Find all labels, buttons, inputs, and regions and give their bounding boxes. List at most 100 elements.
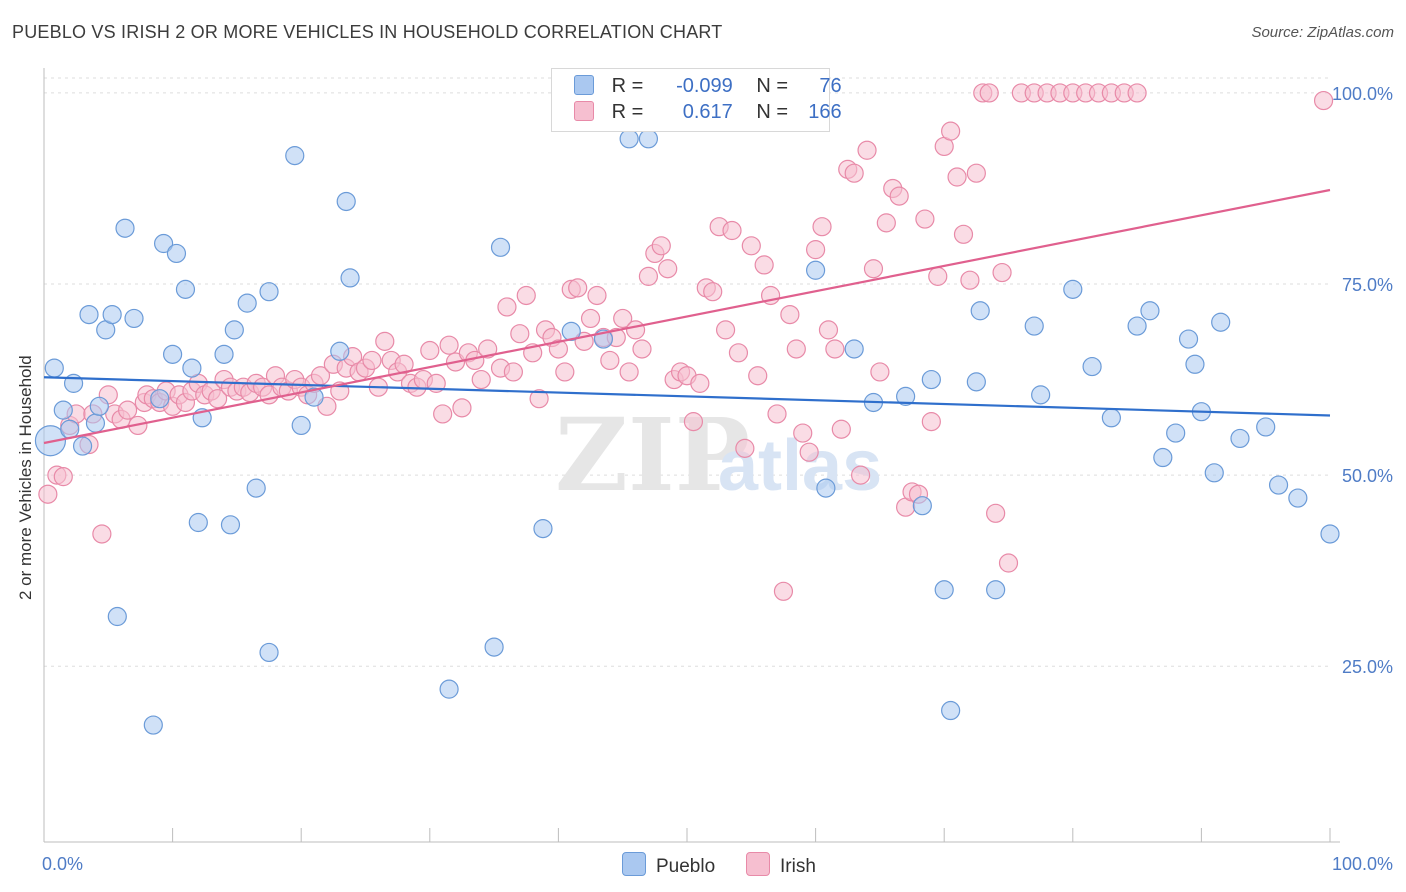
irish-point-124 [851,465,871,485]
pueblo-point-48 [896,386,916,406]
irish-point-105 [728,343,749,363]
pueblo-point-44 [805,260,826,280]
legend: R = -0.099 N = 76 R = 0.617 N = 166 [551,68,842,132]
pueblo-point-21 [188,512,208,533]
pueblo-point-65 [1178,329,1199,349]
irish-point-108 [748,366,768,386]
irish-point-158 [1313,90,1334,111]
irish-point-106 [735,438,755,458]
pueblo-point-16 [153,233,174,254]
pueblo-point-49 [912,496,932,516]
irish-point-118 [812,217,832,237]
x-tick-label-0: 0.0% [42,854,83,874]
irish-point-25 [208,389,228,409]
pueblo-point-68 [1204,463,1224,483]
irish-point-88 [619,362,639,382]
pueblo-n-value: 76 [819,75,842,97]
y-tick-label-3: 100.0% [1332,84,1393,104]
irish-point-63 [452,398,472,418]
pueblo-point-62 [1140,301,1160,321]
pueblo-point-74 [1320,524,1340,544]
tick-labels: 25.0% 50.0% 75.0% 100.0% 0.0% 100.0% [42,84,1393,874]
pueblo-points [34,129,1340,735]
source-credit: Source: ZipAtlas.com [1251,24,1394,41]
irish-swatch [574,101,594,121]
irish-point-67 [478,339,498,359]
pueblo-point-66 [1185,354,1205,374]
pueblo-point-28 [259,282,279,302]
pueblo-point-40 [561,321,581,342]
irish-point-144 [979,83,999,103]
pueblo-point-5 [72,436,93,456]
chart-title: PUEBLO VS IRISH 2 OR MORE VEHICLES IN HO… [12,22,723,42]
irish-point-91 [638,266,659,286]
irish-point-93 [651,236,671,256]
pueblo-point-15 [150,389,170,409]
pueblo-point-10 [102,304,122,325]
irish-point-83 [587,285,607,306]
irish-point-69 [497,297,517,317]
pueblo-point-69 [1211,312,1231,332]
irish-point-130 [889,186,909,206]
irish-point-116 [799,442,819,462]
irish-point-51 [375,331,395,351]
pueblo-point-3 [60,419,80,439]
pueblo-point-12 [115,218,135,238]
irish-point-142 [966,163,986,183]
irish-point-80 [568,278,588,298]
axes [43,68,1340,843]
irish-point-111 [767,404,787,424]
irish-point-77 [548,339,569,359]
irish-point-72 [516,285,536,306]
irish-point-141 [960,270,980,290]
irish-point-61 [439,335,459,355]
pueblo-point-19 [175,279,196,299]
pueblo-point-1 [44,358,64,378]
irish-point-138 [941,121,961,141]
irish-point-135 [921,412,941,432]
irish-point-70 [503,362,523,382]
irish-n-value: 166 [808,101,842,123]
pueblo-point-54 [970,301,990,321]
irish-r-value: 0.617 [682,101,733,123]
pueblo-point-30 [285,146,305,166]
irish-point-60 [433,404,453,424]
pueblo-point-18 [166,243,187,264]
pueblo-point-37 [484,637,504,657]
irish-point-119 [818,320,839,340]
y-tick-label-2: 75.0% [1342,275,1393,295]
irish-point-85 [600,350,620,371]
pueblo-point-11 [107,606,127,627]
pueblo-point-45 [816,478,836,498]
irish-point-101 [703,282,723,302]
irish-n-label: N = [756,101,789,123]
irish-point-145 [986,503,1006,523]
pueblo-point-43 [638,129,659,149]
irish-point-99 [690,373,710,393]
irish-point-114 [786,339,806,359]
irish-point-107 [741,236,761,256]
pueblo-point-13 [124,308,144,329]
irish-point-109 [754,255,774,275]
pueblo-point-27 [246,478,266,498]
pueblo-point-71 [1256,417,1276,437]
irish-point-87 [613,308,633,329]
irish-point-2 [53,467,73,487]
pueblo-point-61 [1127,316,1147,336]
pueblo-point-57 [1031,385,1051,405]
irish-point-82 [580,308,601,329]
bottom-legend-irish: Irish [746,852,816,878]
irish-point-103 [715,320,736,340]
pueblo-point-60 [1101,408,1121,428]
x-tick-label-1: 100.0% [1332,854,1393,874]
irish-point-71 [510,324,530,344]
irish-point-115 [793,423,813,443]
irish-point-104 [722,220,742,241]
pueblo-point-25 [224,320,244,340]
pueblo-point-7 [85,413,106,433]
bottom-irish-label: Irish [780,856,816,877]
pueblo-trend-line [43,376,1331,417]
bottom-irish-swatch [746,852,770,876]
legend-row-irish: R = 0.617 N = 166 [574,101,842,127]
pueblo-point-14 [143,715,163,735]
